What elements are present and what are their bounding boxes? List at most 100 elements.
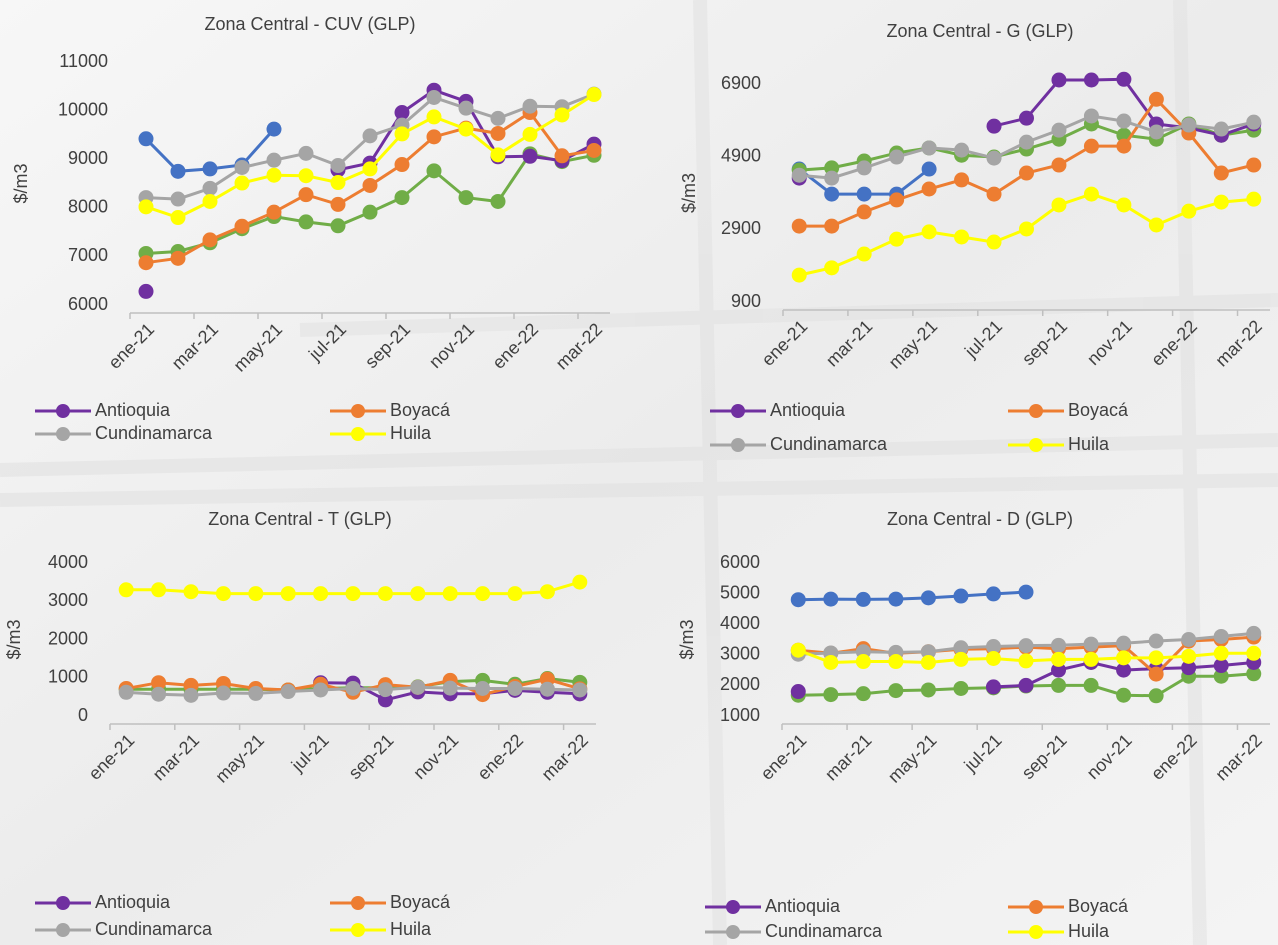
data-point [362,177,378,193]
y-tick-label: 6900 [721,73,761,93]
data-point [183,687,199,703]
data-point [394,126,410,142]
legend-marker [351,427,365,441]
data-point [442,680,458,696]
y-tick-label: 4900 [721,145,761,165]
data-point [1116,138,1132,154]
data-point [921,140,937,156]
legend-marker [731,404,745,418]
data-point [1246,645,1262,661]
data-point [394,105,410,121]
data-point [234,159,250,175]
data-point [410,586,426,602]
data-point [824,170,840,186]
data-point [1018,677,1034,693]
data-point [313,682,329,698]
y-tick-label: 11000 [59,51,108,71]
data-point [1051,662,1067,678]
data-point [410,679,426,695]
data-point [791,218,807,234]
data-point [1051,122,1067,138]
data-point [170,163,186,179]
data-point [330,196,346,212]
data-point [888,654,904,670]
data-point [586,142,602,158]
data-point [856,246,872,262]
data-point [280,586,296,602]
legend-label: Boyacá [390,892,451,912]
data-point [572,682,588,698]
data-point [985,650,1001,666]
legend-marker [56,404,70,418]
data-point [954,172,970,188]
data-point [426,129,442,145]
data-point [1213,165,1229,181]
data-point [1051,157,1067,173]
data-point [921,161,937,177]
data-point [985,586,1001,602]
legend-label: Cundinamarca [95,919,213,939]
data-point [298,187,314,203]
data-point [1246,157,1262,173]
data-point [920,654,936,670]
data-point [1019,221,1034,237]
data-point [151,686,167,702]
data-point [426,89,442,105]
data-point [138,283,154,299]
data-point [824,186,840,202]
legend-marker [351,896,365,910]
data-point [1083,651,1099,667]
data-point [920,644,936,660]
data-point [442,586,458,602]
y-tick-label: 10000 [58,99,108,119]
data-point [1116,71,1132,87]
data-point [554,107,570,123]
y-tick-label: 4000 [48,552,88,572]
data-point [345,586,361,602]
data-point [202,161,218,177]
data-point [138,131,154,147]
legend-label: Huila [1068,434,1110,454]
y-tick-label: 8000 [68,197,108,217]
y-tick-label: 1000 [720,705,760,725]
legend-marker [731,438,745,452]
data-point [888,591,904,607]
data-point [490,193,506,209]
data-point [791,267,807,283]
data-point [790,642,806,658]
data-point [586,87,602,103]
data-point [507,680,523,696]
legend-marker [56,427,70,441]
data-point [856,204,872,220]
data-point [313,586,329,602]
data-point [1181,648,1197,664]
data-point [986,234,1002,250]
data-point [118,684,134,700]
data-point [330,218,346,234]
data-point [202,232,218,248]
data-point [1246,625,1262,641]
data-point [458,121,474,137]
legend-marker [1029,900,1043,914]
data-point [1213,194,1229,210]
data-point [394,190,410,206]
y-axis-label: $/m3 [4,619,24,659]
data-point [572,574,588,590]
data-point [345,680,361,696]
legend-label: Boyacá [1068,400,1129,420]
y-tick-label: 3000 [48,590,88,610]
data-point [824,260,840,276]
data-point [1213,645,1229,661]
y-tick-label: 6000 [720,552,760,572]
data-point [458,100,474,116]
y-tick-label: 4000 [720,613,760,633]
y-tick-label: 0 [78,705,88,725]
data-point [823,687,839,703]
data-point [1116,687,1132,703]
data-point [1083,72,1099,88]
data-point [1019,110,1034,126]
data-point [298,168,314,184]
data-point [790,684,806,700]
